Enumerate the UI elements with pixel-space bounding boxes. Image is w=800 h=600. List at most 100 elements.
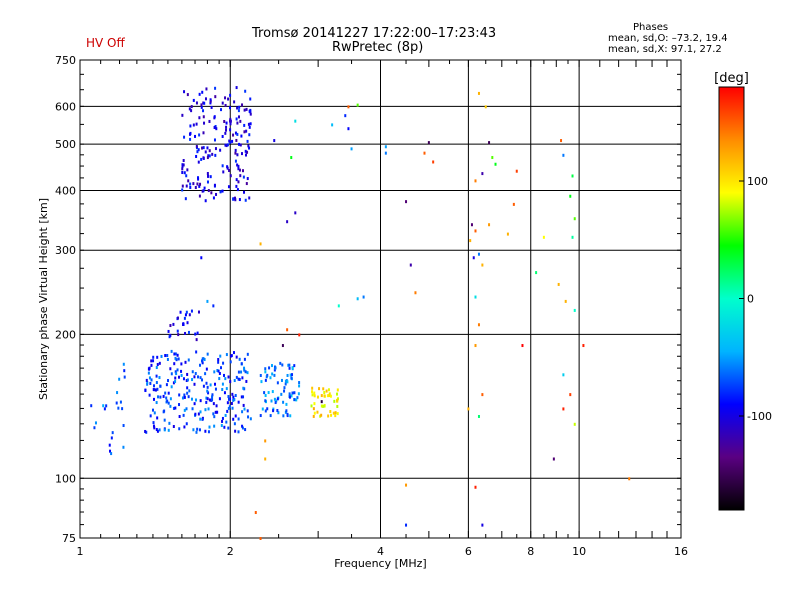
echo-point [148, 393, 151, 397]
echo-point [145, 430, 148, 434]
echo-point [186, 378, 189, 382]
echo-point [225, 387, 228, 391]
echo-point [229, 360, 232, 364]
echo-point [192, 123, 195, 127]
echo-point [242, 386, 245, 390]
echo-point [318, 387, 321, 391]
echo-point [182, 413, 185, 417]
echo-point [155, 366, 158, 370]
echo-point [246, 139, 249, 143]
echo-point [233, 398, 236, 402]
echo-point [237, 164, 240, 168]
echo-point [224, 96, 227, 100]
y-axis-label: Stationary phase Virtual Height [km] [37, 198, 50, 400]
echo-point [204, 97, 207, 101]
x-tick-label: 6 [465, 545, 472, 558]
echo-point [195, 338, 198, 342]
echo-point [121, 407, 124, 411]
echo-point [224, 377, 227, 381]
echo-point [206, 156, 209, 160]
echo-point [569, 194, 572, 198]
echo-point [176, 353, 179, 357]
echo-point [196, 150, 199, 154]
echo-point [174, 370, 177, 374]
echo-point [109, 449, 112, 453]
echo-point [185, 407, 188, 411]
echo-point [220, 366, 223, 370]
echo-point [203, 121, 206, 125]
echo-point [236, 188, 239, 192]
chart-subtitle: RwPretec (8p) [332, 40, 424, 55]
echo-point [170, 385, 173, 389]
echo-point [185, 310, 188, 314]
echo-point [234, 131, 237, 135]
echo-point [185, 422, 188, 426]
echo-point [245, 129, 248, 133]
hv-status-label: HV Off [86, 36, 125, 50]
echo-point [384, 151, 387, 155]
colorbar-label: [deg] [714, 71, 749, 86]
echo-point [264, 393, 267, 397]
echo-point [233, 422, 236, 426]
echo-point [183, 135, 186, 139]
y-tick-label: 600 [55, 100, 76, 113]
echo-point [204, 408, 207, 412]
echo-point [336, 392, 339, 396]
echo-point [122, 362, 125, 366]
echo-point [232, 398, 235, 402]
echo-point [149, 414, 152, 418]
echo-point [208, 154, 211, 158]
echo-point [557, 282, 560, 286]
echo-point [204, 199, 207, 203]
echo-point [144, 389, 147, 393]
echo-point [214, 147, 217, 151]
echo-point [271, 390, 274, 394]
echo-point [204, 429, 207, 433]
echo-point [231, 392, 234, 396]
echo-point [221, 164, 224, 168]
echo-point [176, 368, 179, 372]
echo-point [154, 388, 157, 392]
echo-point [165, 396, 168, 400]
echo-point [194, 134, 197, 138]
echo-point [193, 402, 196, 406]
echo-point [182, 377, 185, 381]
echo-point [198, 133, 201, 137]
echo-point [221, 134, 224, 138]
echo-point [192, 98, 195, 102]
echo-point [235, 117, 238, 121]
echo-point [249, 417, 252, 421]
echo-point [210, 191, 213, 195]
echo-point [237, 167, 240, 171]
echo-point [194, 186, 197, 190]
echo-point [232, 197, 235, 201]
echo-point [229, 380, 232, 384]
echo-point [239, 174, 242, 178]
echo-point [268, 366, 271, 370]
echo-point [167, 428, 170, 432]
echo-point [111, 431, 114, 435]
echo-point [241, 376, 244, 380]
echo-point [472, 256, 475, 260]
echo-point [209, 383, 212, 387]
echo-point [286, 328, 289, 332]
echo-point [212, 196, 215, 200]
echo-point [208, 119, 211, 123]
echo-point [246, 371, 249, 375]
echo-point [198, 92, 201, 96]
echo-point [221, 388, 224, 392]
echo-point [202, 146, 205, 150]
echo-point [193, 382, 196, 386]
echo-point [150, 378, 153, 382]
echo-point [179, 310, 182, 314]
echo-point [244, 370, 247, 374]
echo-point [235, 178, 238, 182]
echo-point [293, 391, 296, 395]
echo-point [204, 150, 207, 154]
echo-point [163, 418, 166, 422]
echo-point [326, 394, 329, 398]
echo-point [229, 174, 232, 178]
echo-point [209, 101, 212, 105]
echo-point [202, 384, 205, 388]
colorbar-tick-label: 100 [747, 175, 768, 188]
